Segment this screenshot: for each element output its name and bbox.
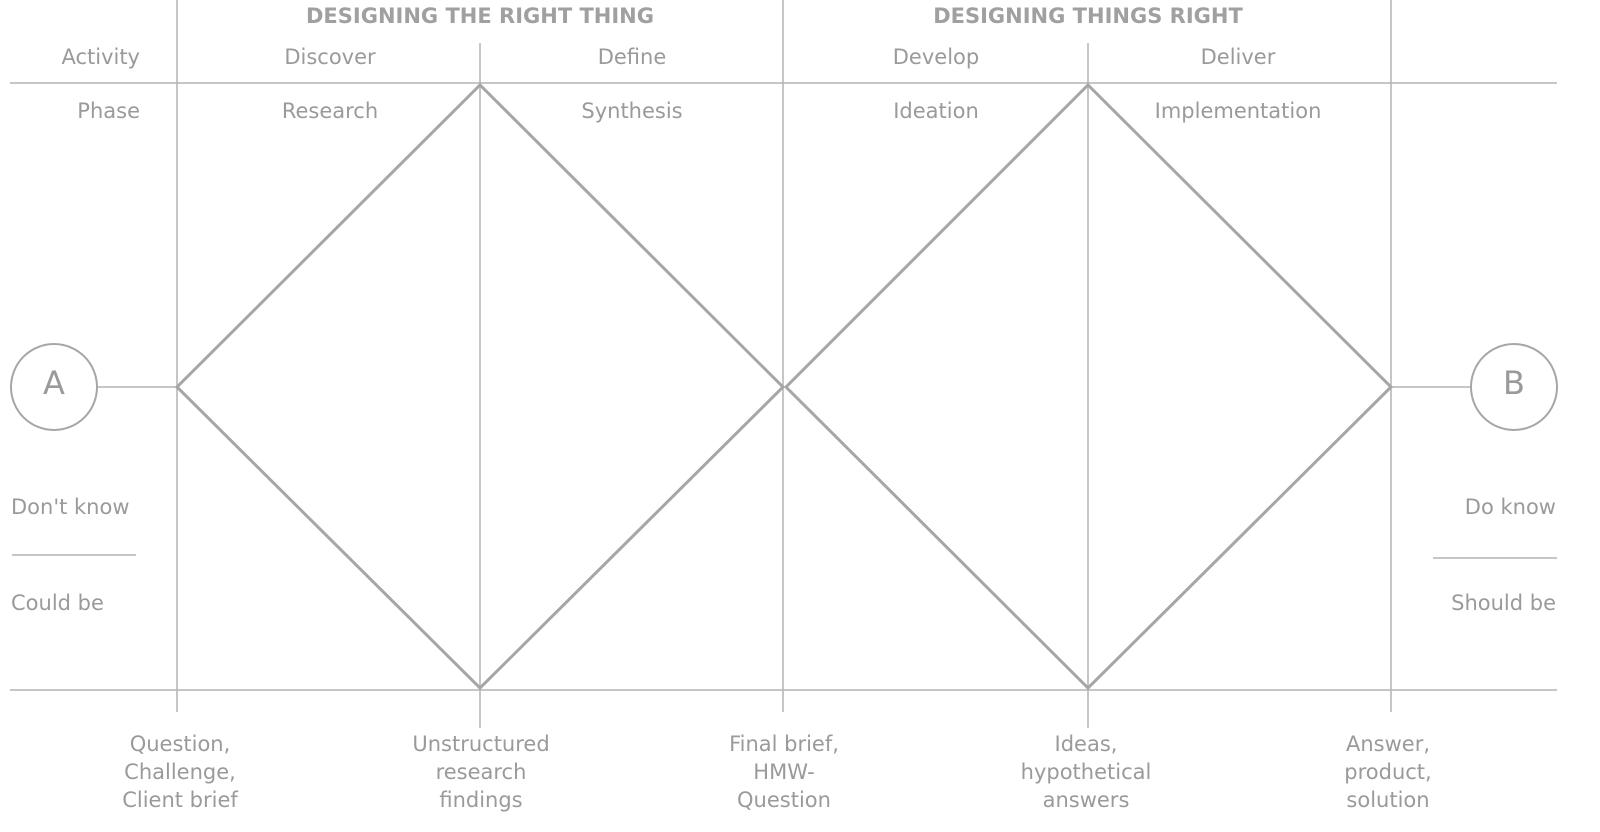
diamond — [783, 82, 1394, 691]
milestone-text: hypothetical — [1021, 760, 1152, 784]
start-label: A — [43, 364, 65, 402]
start-circle — [10, 343, 98, 431]
milestone-text: research — [436, 760, 527, 784]
milestone-text: Question — [737, 788, 831, 812]
activity: Deliver — [1201, 45, 1276, 69]
grid — [10, 0, 1557, 728]
phase: Synthesis — [581, 99, 682, 123]
state-label: Do know — [1465, 495, 1556, 519]
milestones: Question, Challenge, Client brief Unstructu… — [122, 732, 1432, 812]
milestone-text: Final brief, — [729, 732, 839, 756]
state-label: Should be — [1451, 591, 1556, 615]
row-label: Phase — [77, 99, 140, 123]
milestone-text: product, — [1344, 760, 1431, 784]
section-header: DESIGNING THE RIGHT THING — [306, 4, 654, 28]
milestone-text: findings — [439, 788, 522, 812]
end-circle — [1470, 343, 1558, 431]
phase: Research — [282, 99, 378, 123]
milestone-text: Challenge, — [124, 760, 236, 784]
activity: Develop — [893, 45, 979, 69]
milestone-text: Client brief — [122, 788, 238, 812]
milestone-text: Ideas, — [1055, 732, 1118, 756]
milestone-text: solution — [1346, 788, 1429, 812]
row-label: Activity — [61, 45, 140, 69]
milestone-text: answers — [1043, 788, 1130, 812]
milestone-text: HMW- — [753, 760, 814, 784]
activity: Discover — [284, 45, 376, 69]
end-label: B — [1503, 364, 1525, 402]
diamond — [174, 82, 786, 691]
activity: Define — [598, 45, 667, 69]
state-label: Could be — [11, 591, 104, 615]
milestone-text: Unstructured — [412, 732, 549, 756]
state-label: Don't know — [11, 495, 130, 519]
phase: Implementation — [1155, 99, 1322, 123]
phase: Ideation — [893, 99, 979, 123]
milestone-text: Question, — [130, 732, 231, 756]
milestone-text: Answer, — [1346, 732, 1430, 756]
section-header: DESIGNING THINGS RIGHT — [933, 4, 1243, 28]
